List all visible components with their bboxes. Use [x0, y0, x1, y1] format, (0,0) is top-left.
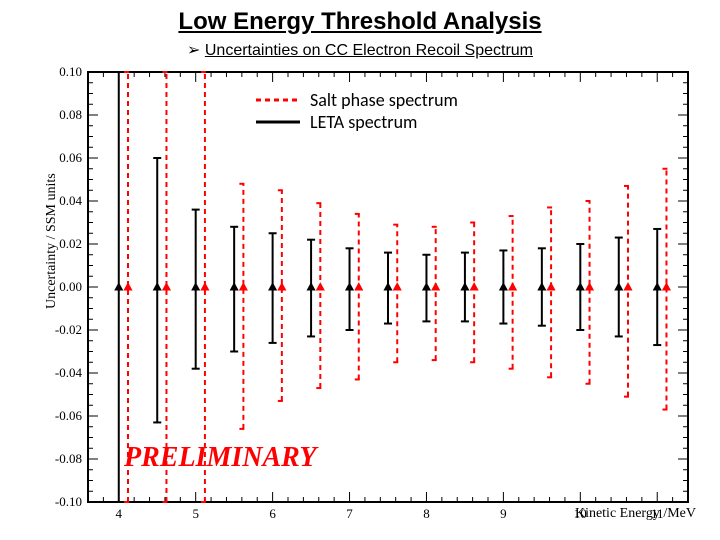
y-tick-label: 0.10 [30, 64, 82, 80]
slide-subtitle: ➢ Uncertainties on CC Electron Recoil Sp… [0, 40, 720, 60]
x-tick-label: 8 [411, 506, 441, 522]
y-tick-label: -0.02 [30, 322, 82, 338]
slide-title: Low Energy Threshold Analysis [0, 8, 720, 36]
x-tick-label: 11 [642, 506, 672, 522]
legend-swatch [256, 96, 300, 104]
y-tick-label: 0.08 [30, 107, 82, 123]
x-tick-label: 10 [565, 506, 595, 522]
y-tick-label: -0.06 [30, 408, 82, 424]
x-tick-label: 6 [258, 506, 288, 522]
y-tick-label: 0.02 [30, 236, 82, 252]
legend: Salt phase spectrumLETA spectrum [256, 89, 458, 133]
y-tick-label: 0.00 [30, 279, 82, 295]
legend-label: LETA spectrum [310, 111, 417, 133]
y-tick-label: 0.06 [30, 150, 82, 166]
legend-row: LETA spectrum [256, 111, 458, 133]
y-tick-label: 0.04 [30, 193, 82, 209]
preliminary-watermark: PRELIMINARY [124, 442, 316, 474]
y-tick-label: -0.04 [30, 365, 82, 381]
legend-swatch [256, 118, 300, 126]
x-tick-label: 4 [104, 506, 134, 522]
chart-container: Uncertainty / SSM units Kinetic Energy /… [30, 66, 702, 528]
x-tick-label: 5 [181, 506, 211, 522]
legend-label: Salt phase spectrum [310, 89, 458, 111]
y-tick-label: -0.10 [30, 494, 82, 510]
subtitle-bullet: ➢ [187, 42, 200, 59]
x-tick-label: 9 [488, 506, 518, 522]
y-tick-label: -0.08 [30, 451, 82, 467]
x-tick-label: 7 [335, 506, 365, 522]
subtitle-text: Uncertainties on CC Electron Recoil Spec… [205, 42, 533, 59]
legend-row: Salt phase spectrum [256, 89, 458, 111]
